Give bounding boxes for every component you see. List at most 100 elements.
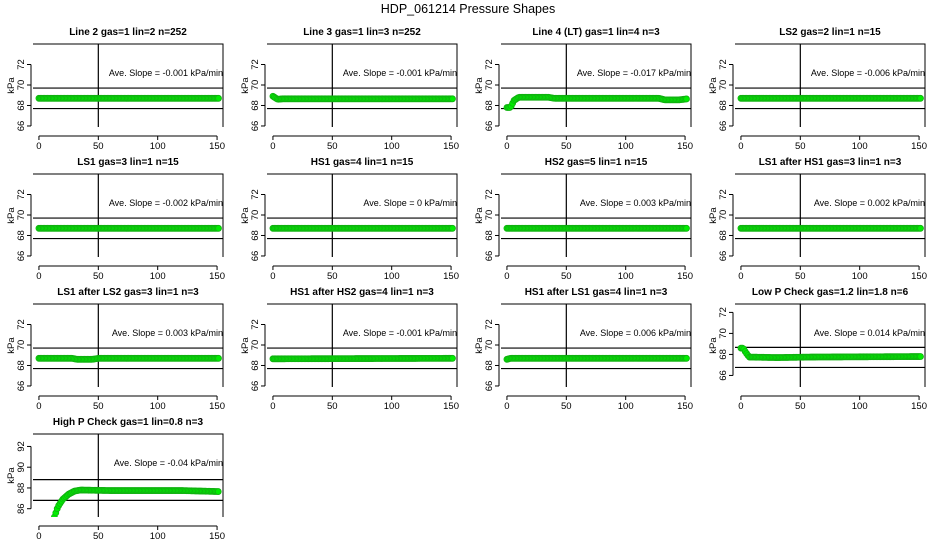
- y-tick-label: 68: [718, 349, 729, 360]
- slope-annotation: Ave. Slope = -0.001 kPa/min: [109, 68, 223, 78]
- x-tick-label: 50: [795, 401, 806, 412]
- x-tick-label: 0: [36, 141, 41, 152]
- x-tick-label: 100: [384, 271, 400, 282]
- panel-2: Line 4 (LT) gas=1 lin=4 n=3 66 68 70 72 kPa 0 5…: [474, 27, 693, 152]
- x-tick-label: 50: [795, 141, 806, 152]
- y-tick-label: 66: [484, 121, 495, 132]
- x-tick-label: 50: [327, 401, 338, 412]
- panel-title: Line 3 gas=1 lin=3 n=252: [303, 27, 421, 38]
- x-tick-label: 0: [270, 401, 275, 412]
- y-tick-label: 66: [484, 251, 495, 262]
- x-tick-label: 0: [36, 271, 41, 282]
- x-tick-label: 50: [561, 141, 572, 152]
- data-points: [503, 224, 690, 232]
- data-points: [35, 224, 222, 232]
- plot-frame: [33, 303, 224, 387]
- y-axis-label: kPa: [474, 207, 485, 224]
- y-tick-label: 92: [16, 441, 27, 452]
- y-axis-label: kPa: [708, 77, 719, 94]
- x-tick-label: 0: [738, 401, 743, 412]
- data-point: [449, 224, 456, 232]
- panel-0: Line 2 gas=1 lin=2 n=252 66 68 70 72 kPa 0 50 10…: [6, 27, 225, 152]
- panel-title: HS1 after HS2 gas=4 lin=1 n=3: [290, 287, 434, 298]
- y-axis-label: kPa: [474, 77, 485, 94]
- panel-3: LS2 gas=2 lin=1 n=15 66 68 70 72 kPa 0 50 100 150…: [708, 27, 927, 152]
- y-tick-label: 70: [16, 210, 27, 221]
- y-tick-label: 66: [16, 121, 27, 132]
- y-tick-label: 70: [250, 340, 261, 351]
- slope-annotation: Ave. Slope = 0.003 kPa/min: [580, 198, 691, 208]
- panel-8: LS1 after LS2 gas=3 lin=1 n=3 66 68 70 72 kPa…: [6, 287, 225, 412]
- x-tick-label: 100: [852, 141, 868, 152]
- y-tick-label: 68: [484, 100, 495, 111]
- y-tick-label: 72: [250, 59, 261, 70]
- y-tick-label: 66: [718, 370, 729, 381]
- y-axis-label: kPa: [6, 337, 17, 354]
- x-tick-label: 0: [504, 401, 509, 412]
- x-tick-label: 50: [93, 401, 104, 412]
- y-tick-label: 68: [16, 360, 27, 371]
- y-tick-label: 68: [484, 360, 495, 371]
- panel-title: High P Check gas=1 lin=0.8 n=3: [53, 417, 204, 428]
- data-points: [737, 344, 924, 361]
- plot-frame: [267, 43, 458, 127]
- x-tick-label: 100: [852, 271, 868, 282]
- y-tick-label: 72: [718, 307, 729, 318]
- x-tick-label: 150: [209, 271, 225, 282]
- slope-annotation: Ave. Slope = 0 kPa/min: [363, 198, 457, 208]
- y-tick-label: 68: [718, 230, 729, 241]
- y-tick-label: 72: [16, 319, 27, 330]
- x-tick-label: 150: [209, 401, 225, 412]
- y-tick-label: 68: [16, 230, 27, 241]
- x-tick-label: 150: [209, 531, 225, 540]
- x-tick-label: 0: [504, 141, 509, 152]
- y-axis-label: kPa: [6, 77, 17, 94]
- x-tick-label: 100: [384, 141, 400, 152]
- data-point: [917, 353, 924, 360]
- y-tick-label: 72: [16, 59, 27, 70]
- y-tick-label: 66: [484, 381, 495, 392]
- x-tick-label: 0: [738, 271, 743, 282]
- x-tick-label: 150: [443, 141, 459, 152]
- data-point: [214, 488, 222, 495]
- data-point: [215, 354, 222, 362]
- y-tick-label: 70: [250, 210, 261, 221]
- y-tick-label: 66: [250, 251, 261, 262]
- slope-annotation: Ave. Slope = 0.002 kPa/min: [814, 198, 925, 208]
- panel-title: HS1 gas=4 lin=1 n=15: [311, 157, 414, 168]
- y-tick-label: 66: [718, 121, 729, 132]
- x-tick-label: 50: [561, 401, 572, 412]
- y-tick-label: 68: [484, 230, 495, 241]
- data-point: [215, 94, 222, 102]
- x-tick-label: 100: [384, 401, 400, 412]
- data-points: [35, 94, 222, 102]
- x-tick-label: 50: [795, 271, 806, 282]
- y-tick-label: 70: [718, 80, 729, 91]
- panel-title: HS2 gas=5 lin=1 n=15: [545, 157, 648, 168]
- panel-title: LS1 after HS1 gas=3 lin=1 n=3: [759, 157, 902, 168]
- y-tick-label: 86: [16, 503, 27, 514]
- panel-11: Low P Check gas=1.2 lin=1.8 n=6 66 68 70 72 k…: [708, 287, 927, 412]
- y-axis-label: kPa: [474, 337, 485, 354]
- panel-title: Line 2 gas=1 lin=2 n=252: [69, 27, 187, 38]
- data-point: [683, 354, 690, 362]
- x-tick-label: 0: [504, 271, 509, 282]
- x-tick-label: 50: [93, 141, 104, 152]
- x-tick-label: 100: [150, 271, 166, 282]
- slope-annotation: Ave. Slope = 0.003 kPa/min: [112, 328, 223, 338]
- y-tick-label: 88: [16, 483, 27, 494]
- x-tick-label: 100: [618, 271, 634, 282]
- y-tick-label: 68: [16, 100, 27, 111]
- plot-frame: [501, 43, 692, 127]
- y-tick-label: 72: [484, 59, 495, 70]
- data-points: [737, 224, 924, 232]
- panel-title: LS1 gas=3 lin=1 n=15: [77, 157, 179, 168]
- y-axis-label: kPa: [240, 207, 251, 224]
- x-tick-label: 0: [36, 531, 41, 540]
- x-tick-label: 0: [270, 271, 275, 282]
- data-point: [449, 354, 456, 362]
- data-point: [683, 95, 690, 103]
- y-tick-label: 90: [16, 462, 27, 473]
- x-tick-label: 100: [618, 141, 634, 152]
- y-tick-label: 72: [718, 59, 729, 70]
